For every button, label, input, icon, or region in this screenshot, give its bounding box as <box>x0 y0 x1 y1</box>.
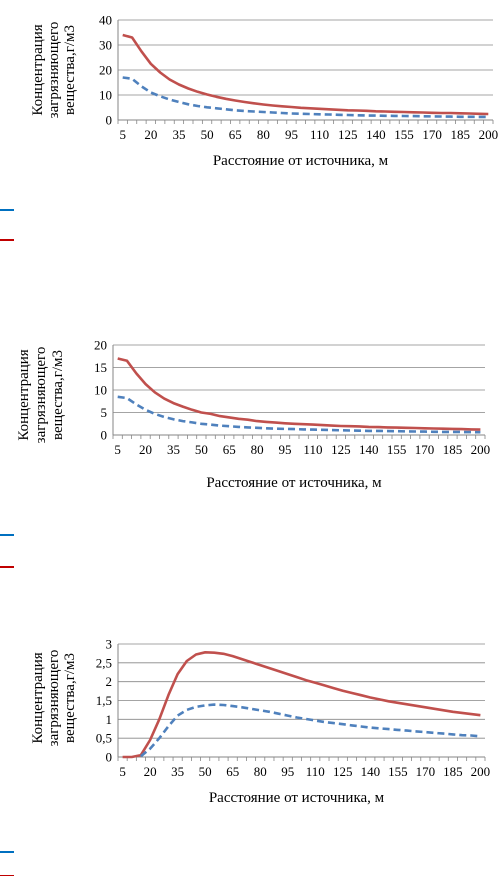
x-tick-label: 110 <box>310 127 329 142</box>
y-tick-label: 3 <box>106 637 113 652</box>
y-tick-label: 2,5 <box>96 655 112 670</box>
y-tick-label: 0 <box>101 428 108 443</box>
y-axis-title: загрязняющего <box>46 22 62 119</box>
y-tick-label: 2 <box>106 674 113 689</box>
x-tick-label: 50 <box>199 764 212 779</box>
y-axis-title: загрязняющего <box>33 347 49 444</box>
x-tick-label: 5 <box>114 442 121 457</box>
x-tick-label: 140 <box>366 127 386 142</box>
x-tick-label: 20 <box>144 127 157 142</box>
series-line-1 <box>122 651 481 759</box>
x-tick-label: 35 <box>172 127 185 142</box>
x-tick-label: 65 <box>223 442 236 457</box>
y-tick-label: 10 <box>99 88 112 103</box>
x-tick-label: 140 <box>361 764 381 779</box>
x-tick-label: 80 <box>257 127 270 142</box>
x-axis-title: Расстояние от источника, м <box>206 475 382 491</box>
y-tick-label: 5 <box>101 405 108 420</box>
y-axis-title: Концентрация <box>16 349 32 440</box>
x-tick-label: 185 <box>443 764 463 779</box>
y-axis-title: вещества,г/м3 <box>50 350 66 440</box>
x-tick-label: 200 <box>471 442 491 457</box>
series-line-1 <box>122 33 489 116</box>
y-axis-title: Концентрация <box>30 652 46 743</box>
y-axis-title: Концентрация <box>30 24 46 115</box>
x-tick-label: 5 <box>119 764 126 779</box>
x-tick-label: 200 <box>471 764 491 779</box>
x-tick-label: 110 <box>303 442 322 457</box>
x-tick-label: 185 <box>443 442 463 457</box>
x-tick-label: 5 <box>119 127 126 142</box>
y-tick-label: 40 <box>99 13 112 28</box>
chart-1: 0 10 20 30 40 5 20 35 50 65 80 95 110 125 140 155 170 185… <box>0 13 498 241</box>
x-tick-label: 125 <box>338 127 358 142</box>
series-line-1 <box>117 357 481 431</box>
x-tick-label: 65 <box>229 127 242 142</box>
y-axis-title: загрязняющего <box>46 650 62 747</box>
y-tick-label: 20 <box>94 338 107 353</box>
y-tick-label: 10 <box>94 383 107 398</box>
x-tick-label: 125 <box>331 442 351 457</box>
x-tick-label: 185 <box>450 127 470 142</box>
x-tick-label: 20 <box>144 764 157 779</box>
x-tick-label: 110 <box>306 764 325 779</box>
x-axis-title: Расстояние от источника, м <box>209 790 385 806</box>
x-tick-label: 140 <box>359 442 379 457</box>
y-tick-label: 15 <box>94 360 107 375</box>
y-tick-label: 0,5 <box>96 731 112 746</box>
x-tick-label: 95 <box>281 764 294 779</box>
y-axis-title: вещества,г/м3 <box>62 25 78 115</box>
x-tick-label: 20 <box>139 442 152 457</box>
x-tick-label: 50 <box>195 442 208 457</box>
x-tick-label: 95 <box>279 442 292 457</box>
x-axis-title: Расстояние от источника, м <box>213 153 389 169</box>
y-tick-label: 30 <box>99 38 112 53</box>
series-line-2 <box>140 703 481 758</box>
x-tick-label: 125 <box>333 764 353 779</box>
y-tick-label: 0 <box>106 750 113 765</box>
y-axis-title: вещества,г/м3 <box>62 653 78 743</box>
x-tick-label: 95 <box>285 127 298 142</box>
series-line-2 <box>122 76 489 119</box>
y-tick-label: 1,5 <box>96 693 112 708</box>
x-tick-label: 155 <box>387 442 407 457</box>
x-tick-label: 35 <box>171 764 184 779</box>
x-tick-label: 65 <box>226 764 239 779</box>
y-tick-label: 1 <box>106 712 113 727</box>
x-tick-label: 50 <box>201 127 214 142</box>
x-tick-label: 155 <box>388 764 408 779</box>
x-tick-label: 170 <box>415 442 435 457</box>
x-tick-label: 155 <box>394 127 414 142</box>
y-tick-label: 0 <box>106 113 113 128</box>
x-tick-label: 170 <box>416 764 436 779</box>
x-tick-label: 80 <box>251 442 264 457</box>
x-tick-label: 170 <box>422 127 442 142</box>
y-tick-label: 20 <box>99 63 112 78</box>
x-tick-label: 35 <box>167 442 180 457</box>
chart-3: 00,511,522,535 20 35 50 65 80 95 110 125 140 155 17… <box>0 637 490 876</box>
x-tick-label: 200 <box>479 127 499 142</box>
x-tick-label: 80 <box>254 764 267 779</box>
